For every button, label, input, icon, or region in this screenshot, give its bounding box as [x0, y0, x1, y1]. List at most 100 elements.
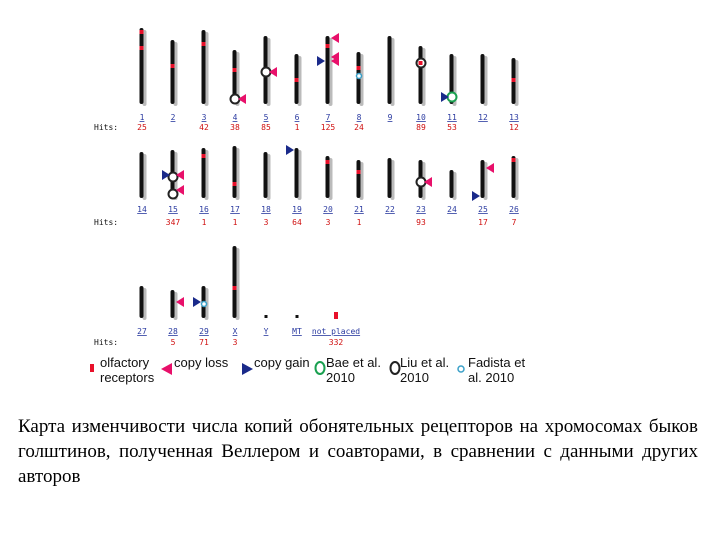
chromosome-label: 14	[137, 205, 147, 214]
chromosome-label: 11	[447, 113, 457, 122]
chromosome-MT	[295, 315, 299, 318]
chromosome-label: 27	[137, 327, 147, 336]
copy-loss-marker	[269, 67, 277, 77]
chromosome-label: MT	[292, 327, 302, 336]
copy-gain-marker	[441, 92, 449, 102]
chromosome-label: 20	[323, 205, 333, 214]
olfactory-receptor-marker	[418, 61, 423, 65]
liu-marker	[167, 171, 179, 183]
legend-liu-icon	[389, 361, 401, 375]
chromosome-22	[387, 158, 392, 198]
hits-count: 332	[329, 338, 344, 347]
chromosome-25	[480, 160, 485, 198]
chromosome-label: 19	[292, 205, 302, 214]
hits-count: 125	[321, 123, 336, 132]
legend-olfactory-label: olfactory receptors	[100, 355, 155, 385]
copy-loss-marker	[424, 177, 432, 187]
chromosome-3	[201, 30, 206, 104]
olfactory-receptor-marker	[201, 154, 206, 158]
chromosome-24	[449, 170, 454, 198]
hits-row-label: Hits:	[94, 123, 118, 132]
chromosome-2	[170, 40, 175, 104]
chromosome-Y	[264, 315, 268, 318]
hits-count: 25	[137, 123, 147, 132]
hits-count: 1	[202, 218, 207, 227]
hits-count: 42	[199, 123, 209, 132]
copy-gain-marker	[286, 145, 294, 155]
chromosome-label: 21	[354, 205, 364, 214]
chromosome-14	[139, 152, 144, 198]
cnv-marker-layer	[139, 30, 516, 308]
legend-copy-gain-icon	[242, 363, 253, 375]
hits-count: 7	[512, 218, 517, 227]
hits-count: 1	[357, 218, 362, 227]
hits-count: 85	[261, 123, 271, 132]
copy-gain-marker	[317, 56, 325, 66]
legend-liu-label: Liu et al. 2010	[400, 355, 450, 385]
legend-copy-gain-label: copy gain	[254, 355, 310, 370]
chromosome-label: 17	[230, 205, 240, 214]
chromosome-label: not placed	[312, 327, 360, 336]
olfactory-receptor-marker	[511, 158, 516, 162]
chromosome-label: 18	[261, 205, 271, 214]
chromosome-21	[356, 160, 361, 198]
chromosome-28	[170, 290, 175, 318]
chromosome-X	[232, 246, 237, 318]
hits-count: 5	[171, 338, 176, 347]
chromosome-4	[232, 50, 237, 104]
chromosome-label: 16	[199, 205, 209, 214]
olfactory-receptor-marker	[232, 286, 237, 290]
chromosome-label: 2	[171, 113, 176, 122]
chromosome-11	[449, 54, 454, 104]
olfactory-receptor-marker	[232, 68, 237, 72]
chromosome-16	[201, 148, 206, 198]
olfactory-receptor-marker	[511, 78, 516, 82]
hits-count: 24	[354, 123, 364, 132]
legend-copy-loss-label: copy loss	[174, 355, 229, 370]
copy-loss-marker	[238, 94, 246, 104]
copy-loss-marker	[176, 185, 184, 195]
fadista-marker	[200, 300, 208, 308]
chromosome-7	[325, 36, 330, 104]
olfactory-receptor-marker	[139, 30, 144, 34]
hits-count: 64	[292, 218, 302, 227]
chromosome-label: Y	[264, 327, 269, 336]
hits-count: 53	[447, 123, 457, 132]
chromosome-layer	[139, 28, 519, 320]
hits-count: 93	[416, 218, 426, 227]
chromosome-10	[418, 46, 423, 104]
olfactory-receptor-marker	[294, 78, 299, 82]
hits-count: 1	[233, 218, 238, 227]
chromosome-label: 6	[295, 113, 300, 122]
chromosome-label: 7	[326, 113, 331, 122]
chromosome-9	[387, 36, 392, 104]
olfactory-receptor-marker	[170, 64, 175, 68]
chromosome-label: 4	[233, 113, 238, 122]
hits-count: 89	[416, 123, 426, 132]
chromosome-label: 22	[385, 205, 395, 214]
hits-count: 347	[166, 218, 181, 227]
chromosome-label: 26	[509, 205, 519, 214]
chromosome-label: 3	[202, 113, 207, 122]
legend-copy-loss-icon	[161, 363, 172, 375]
chromosome-label: 12	[478, 113, 488, 122]
chromosome-label: 24	[447, 205, 457, 214]
chromosome-label: 9	[388, 113, 393, 122]
olfactory-receptor-marker	[325, 44, 330, 48]
chromosome-label: 10	[416, 113, 426, 122]
chromosome-label: 23	[416, 205, 426, 214]
chromosome-12	[480, 54, 485, 104]
copy-gain-marker	[162, 170, 170, 180]
olfactory-receptor-marker	[139, 46, 144, 50]
hits-count: 3	[233, 338, 238, 347]
chromosome-label: 8	[357, 113, 362, 122]
chromosome-1	[139, 28, 144, 104]
legend-fadista-icon	[457, 365, 465, 373]
chromosome-label: 13	[509, 113, 519, 122]
chromosome-label: 25	[478, 205, 488, 214]
olfactory-receptor-marker	[325, 160, 330, 164]
chromosome-label: 29	[199, 327, 209, 336]
chromosome-19	[294, 148, 299, 198]
